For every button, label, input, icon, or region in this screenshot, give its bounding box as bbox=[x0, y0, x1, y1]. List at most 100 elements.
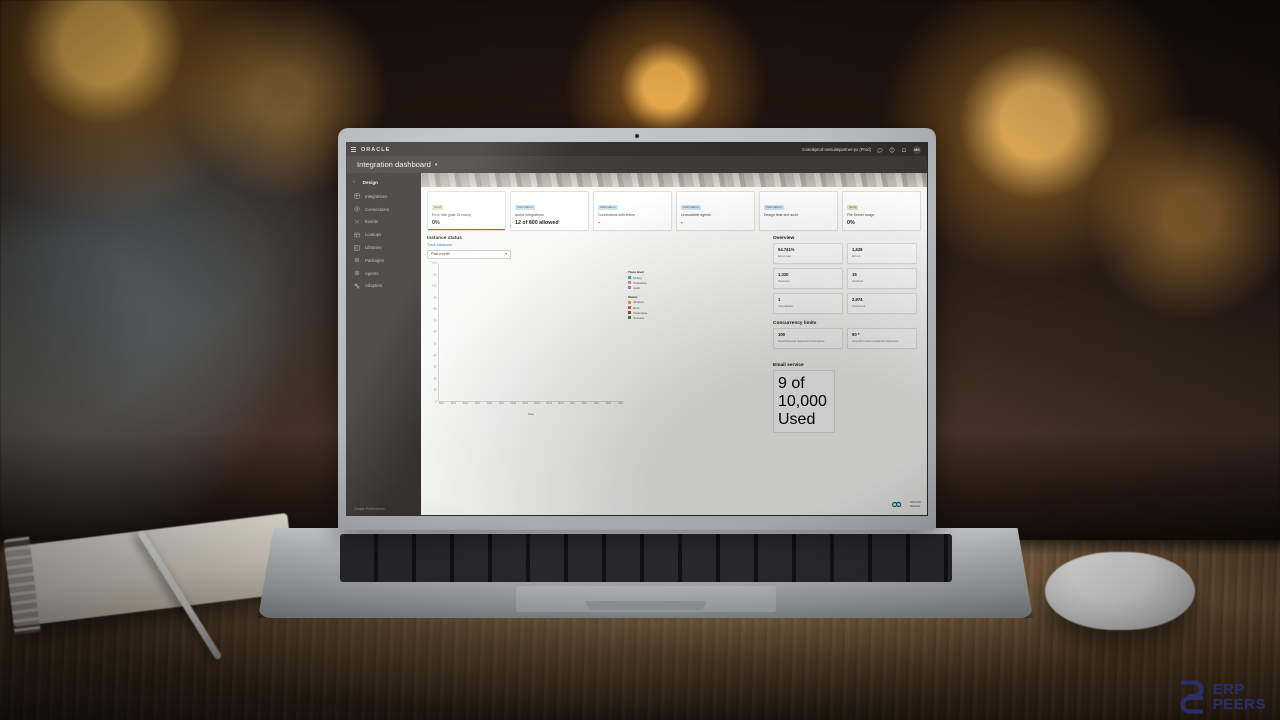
kpi-card-file-server-usage[interactable]: Good File Server usage 0% bbox=[842, 191, 921, 231]
chevron-down-icon[interactable]: ▾ bbox=[434, 161, 438, 168]
chart-bar-group[interactable] bbox=[522, 263, 527, 402]
sidebar-item-libraries[interactable]: Libraries bbox=[347, 241, 421, 254]
chart-bar-group[interactable] bbox=[558, 263, 563, 402]
chevron-left-icon[interactable]: ‹ bbox=[353, 179, 355, 185]
sidebar-item-agents[interactable]: Agents bbox=[347, 267, 421, 280]
sidebar-item-adapters[interactable]: Adapters bbox=[347, 279, 421, 292]
chart-y-tick: 110 bbox=[432, 273, 437, 277]
instance-status-title: Instance status bbox=[427, 235, 462, 241]
sidebar-header: ‹ Design bbox=[347, 177, 421, 190]
sidebar-item-lookups[interactable]: Lookups bbox=[347, 228, 421, 241]
kpi-label: Unavailable agents bbox=[681, 213, 711, 218]
chart-bar-group[interactable] bbox=[600, 263, 605, 402]
chart-bar-group[interactable] bbox=[493, 263, 498, 402]
overview-card-errors[interactable]: 1,628 Errors bbox=[847, 242, 917, 264]
overview-panel: Overview 54.741% Error rate 1,628 Errors bbox=[773, 236, 921, 515]
chart-bar-group[interactable] bbox=[475, 263, 480, 402]
legend-item[interactable]: Aborted bbox=[628, 300, 676, 304]
chart-bar-group[interactable] bbox=[564, 263, 569, 402]
legend-item[interactable]: Production bbox=[628, 281, 676, 285]
chart-bar-group[interactable] bbox=[463, 263, 468, 402]
chart-bar-group[interactable] bbox=[534, 263, 539, 402]
erp-peers-wordmark: ERP PEERS bbox=[1212, 681, 1266, 713]
library-icon bbox=[354, 245, 360, 251]
chart-bar-group[interactable] bbox=[451, 263, 456, 402]
overview-card-success[interactable]: 1,320 Success bbox=[773, 267, 843, 289]
help-icon[interactable] bbox=[889, 147, 895, 153]
netsuite-infinity-icon bbox=[892, 501, 902, 508]
chart-bar-group[interactable] bbox=[516, 263, 521, 402]
overview-card-instances[interactable]: 2,974 Instances bbox=[847, 292, 917, 314]
chart-x-tick: 09/07 bbox=[498, 401, 504, 405]
chart-y-tick: 100 bbox=[432, 284, 437, 288]
legend-label: Debug bbox=[633, 275, 642, 280]
sidebar-item-label: Adapters bbox=[365, 283, 383, 289]
overview-card-aborted[interactable]: 15 Aborted bbox=[847, 267, 917, 289]
chart-bar-group[interactable] bbox=[612, 263, 617, 402]
hamburger-icon[interactable] bbox=[351, 147, 356, 152]
sidebar-item-connections[interactable]: Connections bbox=[347, 203, 421, 216]
chart-bar-group[interactable] bbox=[552, 263, 557, 402]
chart-bar-group[interactable] bbox=[588, 263, 593, 402]
concurrency-card-asynchronous[interactable]: 50 * Asynchronous requests instances bbox=[847, 327, 917, 349]
chart-bar-group[interactable] bbox=[546, 263, 551, 402]
email-service-card[interactable]: 9 of 10,000 Used bbox=[773, 369, 835, 434]
overview-card-error-rate[interactable]: 54.741% Error rate bbox=[773, 242, 843, 264]
dashboard-main-columns: Instance status Track instances Past mon… bbox=[421, 231, 927, 515]
chart-bar-group[interactable] bbox=[499, 263, 504, 402]
chart-bar-group[interactable] bbox=[576, 263, 581, 402]
status-badge: Information bbox=[681, 204, 701, 210]
email-service-label: Used bbox=[778, 410, 816, 428]
chart-bar-group[interactable] bbox=[481, 263, 486, 402]
legend-item[interactable]: Error bbox=[628, 306, 676, 310]
chart-bar-group[interactable] bbox=[618, 263, 623, 402]
email-service-title: Email service bbox=[773, 362, 804, 368]
legend-item[interactable]: Debug bbox=[628, 276, 676, 280]
chart-bar-group[interactable] bbox=[469, 263, 474, 402]
chart-bar-group[interactable] bbox=[582, 263, 587, 402]
laptop-screen: ORACLE tcoeokprod-netsuitepartner-px (Pr… bbox=[346, 142, 928, 516]
page-title: Integration dashboard bbox=[357, 160, 431, 169]
chart-bar-group[interactable] bbox=[510, 263, 515, 402]
legend-item[interactable]: Audit bbox=[628, 286, 676, 290]
kpi-card-design-time-and-audit[interactable]: Information Design time and audit bbox=[759, 191, 838, 231]
chart-bar-group[interactable] bbox=[540, 263, 545, 402]
chart-x-tick bbox=[528, 402, 533, 410]
notifications-icon[interactable] bbox=[901, 147, 907, 153]
concurrency-value: 100 bbox=[778, 332, 785, 338]
kpi-card-active-integrations[interactable]: Information Active integrations 12 of 80… bbox=[510, 191, 589, 231]
chart-y-tick: 50 bbox=[433, 342, 437, 346]
time-range-select[interactable]: Past month ▾ bbox=[427, 249, 511, 259]
chart-bar-group[interactable] bbox=[445, 263, 450, 402]
avatar[interactable]: MS bbox=[913, 145, 921, 154]
legend-group-title: Trace level bbox=[628, 269, 644, 274]
feedback-icon[interactable] bbox=[877, 147, 883, 153]
chart-x-tick bbox=[516, 402, 521, 410]
cookie-preferences-link[interactable]: Cookie Preferences bbox=[354, 507, 385, 511]
track-instances-link[interactable]: Track instances bbox=[427, 242, 453, 247]
chart-bar-group[interactable] bbox=[528, 263, 533, 402]
chart-bar-group[interactable] bbox=[439, 263, 444, 402]
sidebar-item-packages[interactable]: Packages bbox=[347, 254, 421, 267]
overview-card-incomplete[interactable]: 1 Incomplete bbox=[773, 292, 843, 314]
chart-bar-group[interactable] bbox=[570, 263, 575, 402]
chart-x-tick bbox=[612, 402, 617, 410]
chart-x-tick bbox=[588, 402, 593, 410]
chart-bar-group[interactable] bbox=[594, 263, 599, 402]
chart-bar-group[interactable] bbox=[457, 263, 462, 402]
chart-bar-group[interactable] bbox=[487, 263, 492, 402]
kpi-value: - bbox=[681, 219, 683, 226]
chart-bar-group[interactable] bbox=[504, 263, 509, 402]
sidebar-item-integrations[interactable]: Integrations bbox=[347, 190, 421, 203]
kpi-card-unavailable-agents[interactable]: Information Unavailable agents - bbox=[676, 191, 755, 231]
legend-item[interactable]: Success bbox=[628, 316, 676, 320]
kpi-card-connections-with-errors[interactable]: Information Connections with errors - bbox=[593, 191, 672, 231]
chart-x-tick: 08/30 bbox=[450, 401, 456, 405]
concurrency-card-synchronous[interactable]: 100 Synchronous requests incomplete bbox=[773, 327, 843, 349]
environment-label: tcoeokprod-netsuitepartner-px (Prod) bbox=[802, 147, 871, 152]
kpi-card-error-rate[interactable]: Good Error rate (past 24 hours) 0% bbox=[427, 191, 506, 231]
sidebar-item-events[interactable]: Events bbox=[347, 216, 421, 229]
legend-item[interactable]: Incomplete bbox=[628, 311, 676, 315]
chart-bar-group[interactable] bbox=[606, 263, 611, 402]
